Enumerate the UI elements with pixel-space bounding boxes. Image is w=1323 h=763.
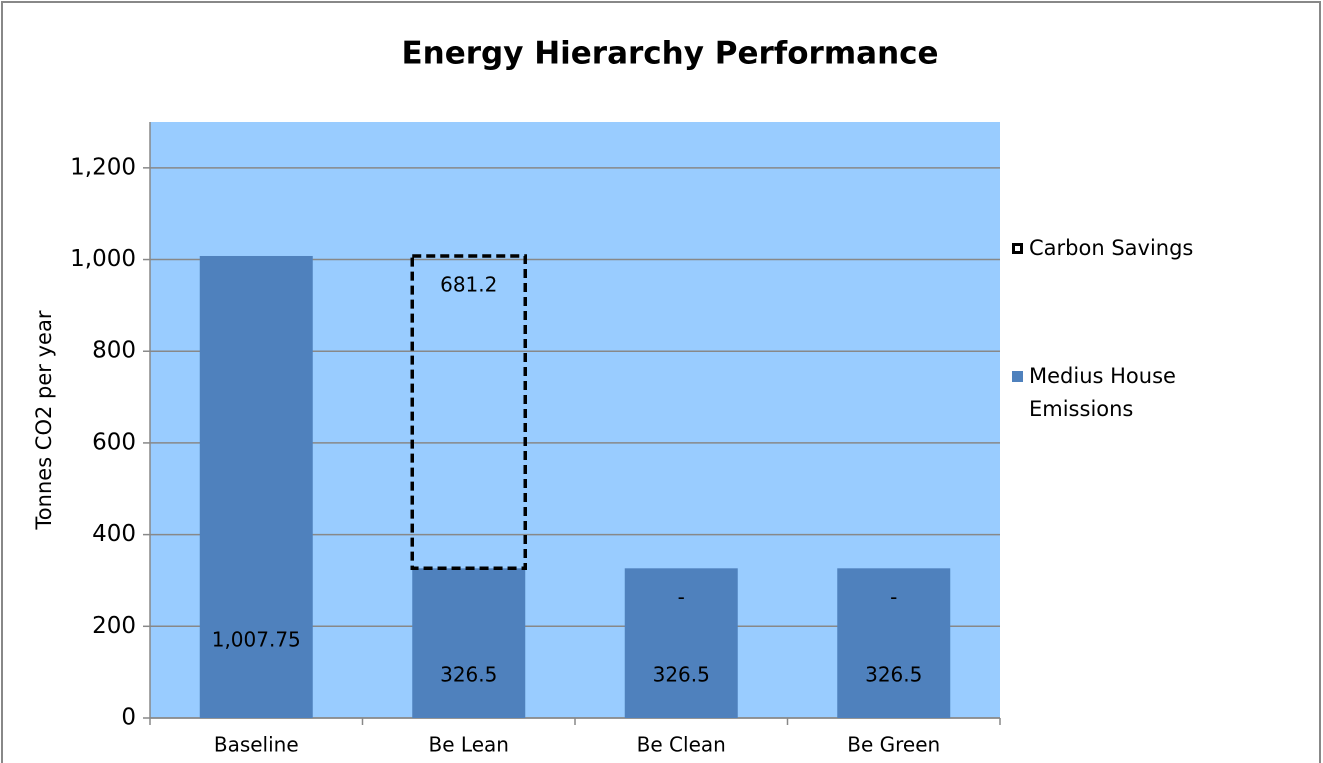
data-label: 326.5 bbox=[440, 663, 497, 687]
y-tick-label: 0 bbox=[121, 705, 136, 731]
legend-label: Carbon Savings bbox=[1029, 236, 1194, 260]
data-label: 1,007.75 bbox=[212, 628, 301, 652]
legend-swatch bbox=[1012, 243, 1023, 254]
data-label: - bbox=[890, 585, 897, 609]
x-tick-label: Be Clean bbox=[637, 733, 726, 757]
legend-label: Medius House Emissions bbox=[1029, 364, 1176, 421]
y-tick-label: 200 bbox=[92, 613, 136, 639]
x-tick-label: Be Lean bbox=[429, 733, 509, 757]
legend-item: Carbon Savings bbox=[1012, 232, 1272, 265]
data-label: 326.5 bbox=[865, 663, 922, 687]
y-axis-label: Tonnes CO2 per year bbox=[32, 310, 56, 530]
bar-segment bbox=[199, 255, 313, 718]
x-tick-label: Baseline bbox=[214, 733, 299, 757]
y-tick-label: 600 bbox=[92, 429, 136, 455]
legend-item: Medius House Emissions bbox=[1012, 360, 1272, 426]
bar-segment bbox=[624, 568, 738, 718]
bar-segment bbox=[837, 568, 951, 718]
chart-title: Energy Hierarchy Performance bbox=[401, 36, 938, 72]
data-label: - bbox=[678, 585, 685, 609]
y-tick-label: 800 bbox=[92, 338, 136, 364]
bar-segment bbox=[410, 254, 527, 571]
y-tick-label: 1,000 bbox=[70, 246, 136, 272]
bar-segment bbox=[412, 568, 526, 718]
data-label: 681.2 bbox=[440, 273, 497, 297]
x-tick-label: Be Green bbox=[847, 733, 940, 757]
data-label: 326.5 bbox=[653, 663, 710, 687]
y-tick-label: 400 bbox=[92, 521, 136, 547]
legend-swatch bbox=[1012, 371, 1023, 382]
y-tick-label: 1,200 bbox=[70, 154, 136, 180]
